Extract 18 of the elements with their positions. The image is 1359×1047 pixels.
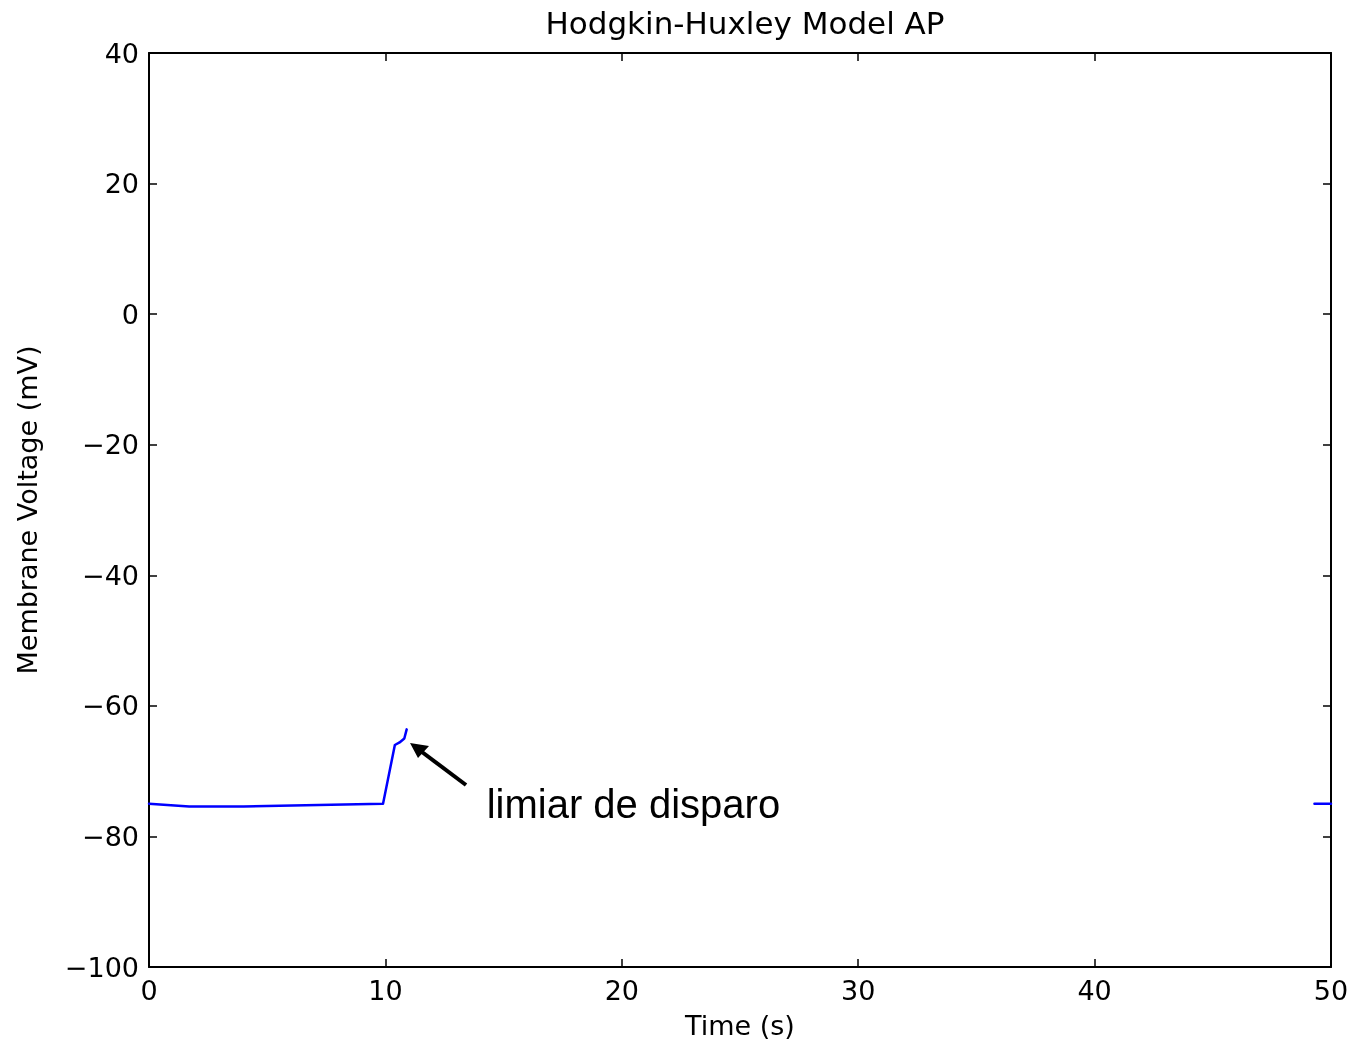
y-tick-label: 40 — [104, 37, 139, 69]
y-tick-label: −40 — [82, 559, 139, 591]
x-axis-title: Time (s) — [684, 1010, 795, 1041]
y-tick-label: −100 — [64, 951, 139, 983]
chart-title: Hodgkin-Huxley Model AP — [545, 4, 945, 41]
y-tick-label: −60 — [82, 690, 139, 722]
x-tick-label: 50 — [1313, 975, 1349, 1006]
y-tick-label: 20 — [104, 168, 139, 200]
x-tick-label: 0 — [140, 975, 158, 1006]
x-tick-label: 40 — [1077, 975, 1112, 1006]
y-tick-label: −80 — [82, 820, 139, 852]
x-tick-label: 10 — [368, 975, 403, 1006]
y-tick-label: −20 — [82, 429, 139, 461]
y-tick-label: 0 — [121, 298, 139, 330]
annotation: limiar de disparo — [486, 781, 781, 828]
x-tick-label: 30 — [841, 975, 876, 1006]
x-tick-label: 20 — [604, 975, 639, 1006]
y-axis-title: Membrane Voltage (mV) — [12, 345, 43, 675]
